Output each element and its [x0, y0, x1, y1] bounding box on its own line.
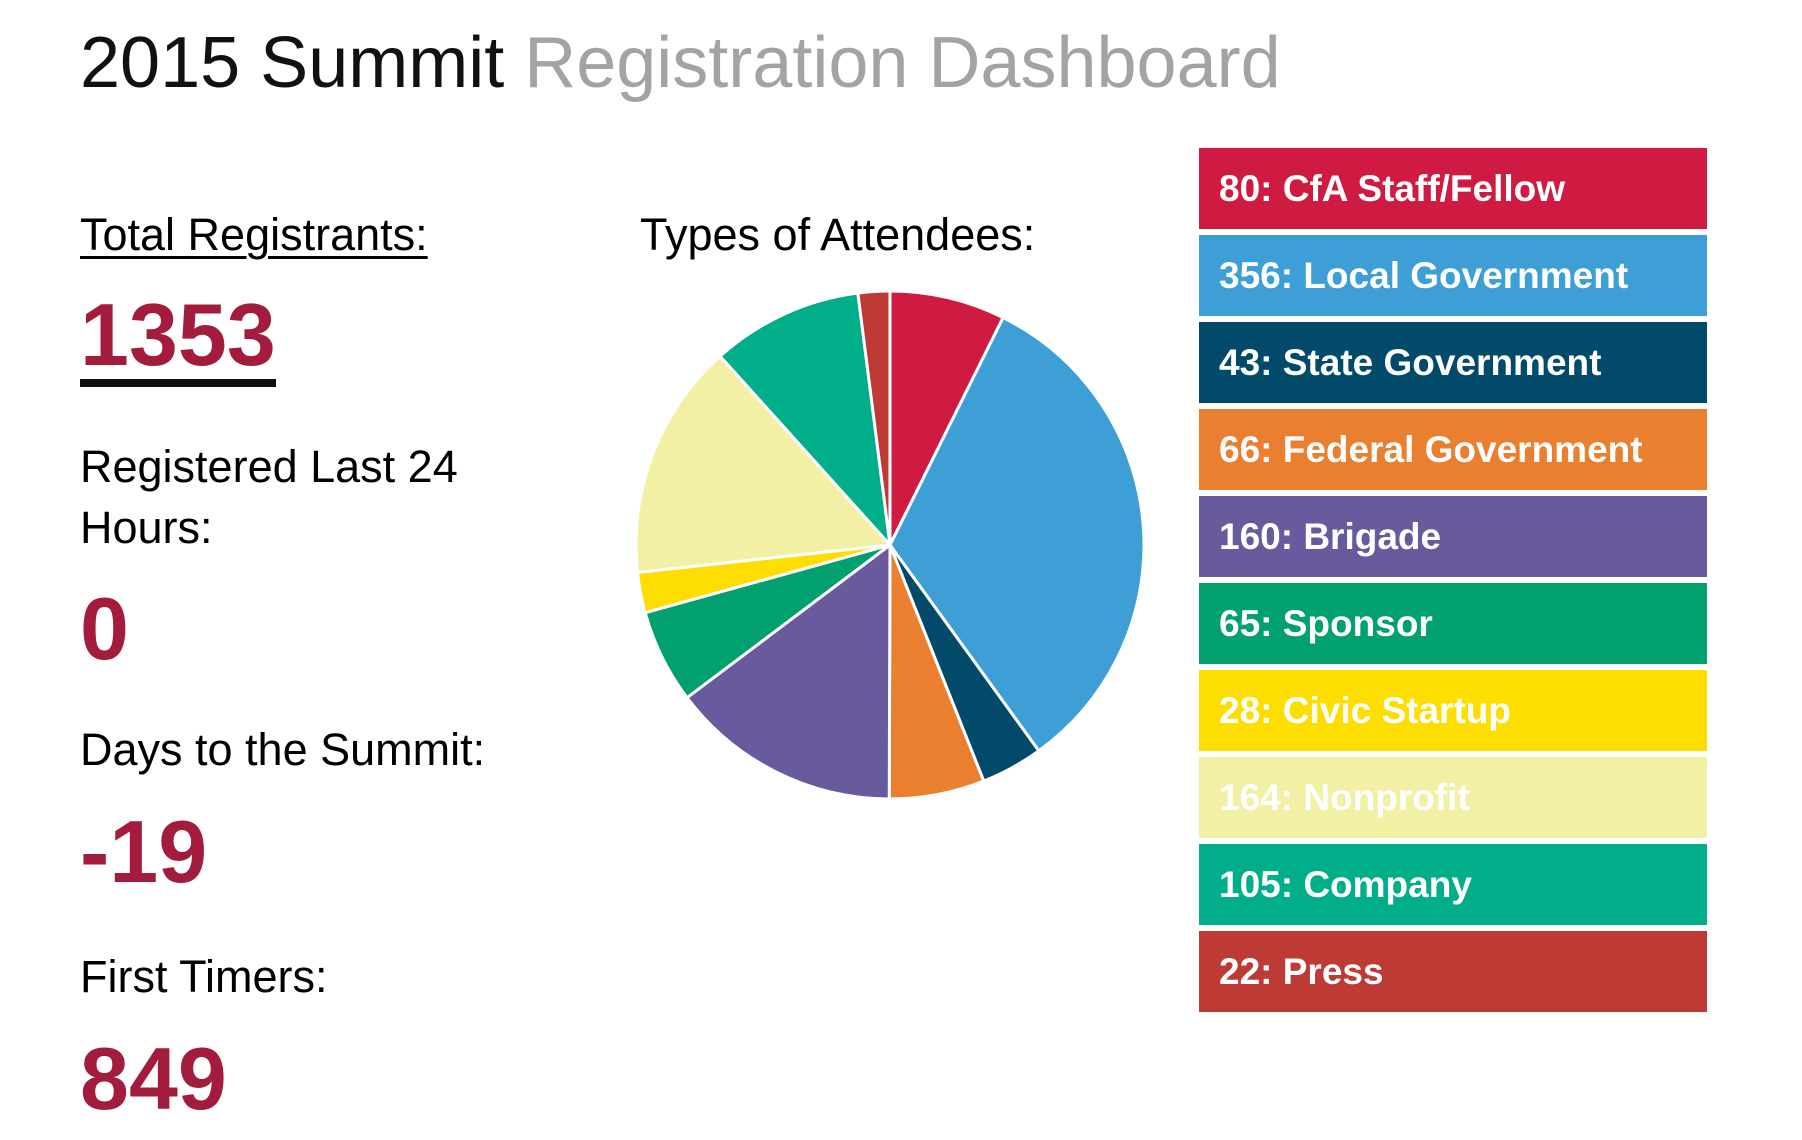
legend-item-sponsor: 65: Sponsor: [1199, 583, 1707, 664]
legend-item-press: 22: Press: [1199, 931, 1707, 1012]
legend-item-state-government: 43: State Government: [1199, 322, 1707, 403]
days-to-summit-value: -19: [80, 802, 208, 901]
total-registrants-value: 1353: [80, 291, 276, 387]
chart-title: Types of Attendees:: [640, 209, 1036, 260]
title-primary: 2015 Summit: [80, 23, 505, 103]
legend-item-company: 105: Company: [1199, 844, 1707, 925]
registered-last-24-label: Registered Last 24 Hours:: [80, 441, 458, 553]
first-timers-label: First Timers:: [80, 951, 328, 1002]
pie-slice-brigade: [684, 541, 892, 801]
pie-slice-company: [717, 291, 893, 550]
legend-item-nonprofit: 164: Nonprofit: [1199, 757, 1707, 838]
pie-legend: 80: CfA Staff/Fellow 356: Local Governmen…: [1199, 148, 1707, 1018]
page-title: 2015 Summit Registration Dashboard: [80, 23, 1281, 103]
total-registrants-label: Total Registrants:: [80, 209, 428, 260]
pie-slice-nonprofit: [634, 354, 894, 575]
legend-item-cfa-staff-fellow: 80: CfA Staff/Fellow: [1199, 148, 1707, 229]
total-registrants-value-wrap: 1353: [80, 291, 276, 387]
title-secondary: Registration Dashboard: [524, 23, 1281, 103]
legend-item-local-government: 356: Local Government: [1199, 235, 1707, 316]
legend-item-brigade: 160: Brigade: [1199, 496, 1707, 577]
pie-slice-local-government: [888, 315, 1146, 753]
days-to-summit-label: Days to the Summit:: [80, 724, 486, 775]
pie-slice-press: [856, 289, 892, 546]
first-timers-value: 849: [80, 1029, 227, 1128]
attendee-types-pie-chart: [634, 289, 1146, 801]
registered-last-24-value: 0: [80, 579, 129, 678]
pie-slice-cfa-staff-fellow: [888, 289, 1006, 546]
legend-item-civic-startup: 28: Civic Startup: [1199, 670, 1707, 751]
legend-item-federal-government: 66: Federal Government: [1199, 409, 1707, 490]
